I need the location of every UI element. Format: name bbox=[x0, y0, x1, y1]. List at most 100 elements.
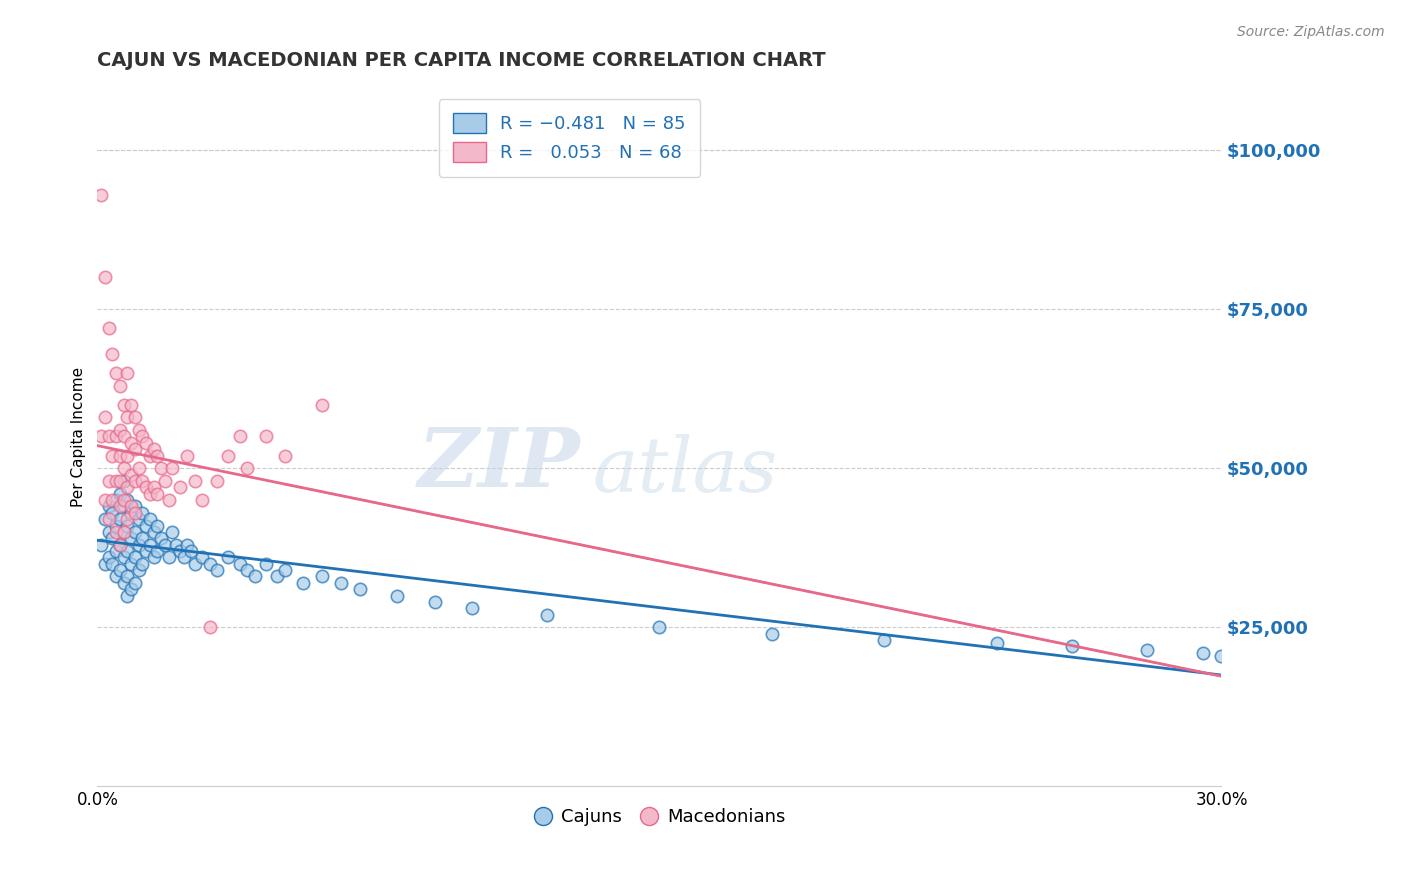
Point bbox=[198, 557, 221, 571]
Point bbox=[108, 538, 131, 552]
Point bbox=[191, 493, 214, 508]
Point bbox=[90, 538, 112, 552]
Point bbox=[176, 449, 198, 463]
Point bbox=[385, 589, 408, 603]
Point bbox=[135, 435, 157, 450]
Point bbox=[198, 620, 221, 634]
Text: Source: ZipAtlas.com: Source: ZipAtlas.com bbox=[1237, 25, 1385, 39]
Point bbox=[105, 569, 128, 583]
Point bbox=[131, 506, 153, 520]
Point bbox=[184, 557, 207, 571]
Point bbox=[117, 480, 139, 494]
Point bbox=[97, 550, 120, 565]
Point bbox=[1135, 642, 1157, 657]
Point bbox=[101, 493, 124, 508]
Point bbox=[120, 557, 142, 571]
Point bbox=[165, 538, 187, 552]
Point bbox=[761, 626, 783, 640]
Point bbox=[120, 398, 142, 412]
Point bbox=[191, 550, 214, 565]
Point bbox=[117, 569, 139, 583]
Point bbox=[135, 480, 157, 494]
Point bbox=[124, 474, 146, 488]
Point bbox=[536, 607, 558, 622]
Point bbox=[131, 531, 153, 545]
Point bbox=[1211, 648, 1233, 663]
Point bbox=[266, 569, 288, 583]
Point bbox=[128, 423, 150, 437]
Point bbox=[97, 512, 120, 526]
Point bbox=[150, 531, 173, 545]
Point bbox=[180, 544, 202, 558]
Point bbox=[94, 270, 117, 285]
Point bbox=[139, 512, 162, 526]
Point bbox=[97, 321, 120, 335]
Point bbox=[97, 474, 120, 488]
Point bbox=[105, 366, 128, 380]
Point bbox=[146, 544, 169, 558]
Point bbox=[105, 429, 128, 443]
Point bbox=[120, 531, 142, 545]
Point bbox=[162, 524, 184, 539]
Point bbox=[128, 461, 150, 475]
Point bbox=[648, 620, 671, 634]
Point bbox=[108, 449, 131, 463]
Point bbox=[157, 493, 180, 508]
Legend: Cajuns, Macedonians: Cajuns, Macedonians bbox=[526, 801, 793, 833]
Point bbox=[139, 538, 162, 552]
Point bbox=[169, 480, 191, 494]
Point bbox=[112, 398, 135, 412]
Point bbox=[254, 429, 277, 443]
Point bbox=[273, 449, 295, 463]
Point bbox=[139, 449, 162, 463]
Point bbox=[101, 347, 124, 361]
Point bbox=[423, 595, 446, 609]
Point bbox=[120, 582, 142, 597]
Point bbox=[142, 550, 165, 565]
Point bbox=[117, 518, 139, 533]
Point bbox=[117, 493, 139, 508]
Point bbox=[94, 410, 117, 425]
Point bbox=[117, 366, 139, 380]
Point bbox=[124, 442, 146, 457]
Point bbox=[108, 538, 131, 552]
Point bbox=[157, 550, 180, 565]
Point bbox=[229, 557, 252, 571]
Point bbox=[292, 575, 315, 590]
Point bbox=[112, 500, 135, 514]
Point bbox=[273, 563, 295, 577]
Point bbox=[108, 487, 131, 501]
Point bbox=[112, 550, 135, 565]
Point bbox=[236, 461, 259, 475]
Point bbox=[150, 461, 173, 475]
Point bbox=[218, 550, 240, 565]
Point bbox=[108, 500, 131, 514]
Point bbox=[112, 474, 135, 488]
Point bbox=[218, 449, 240, 463]
Point bbox=[135, 544, 157, 558]
Point bbox=[173, 550, 195, 565]
Point bbox=[311, 398, 333, 412]
Point bbox=[146, 518, 169, 533]
Point bbox=[131, 474, 153, 488]
Text: atlas: atlas bbox=[592, 434, 778, 508]
Point bbox=[311, 569, 333, 583]
Point bbox=[97, 500, 120, 514]
Point bbox=[108, 474, 131, 488]
Point bbox=[120, 506, 142, 520]
Point bbox=[329, 575, 352, 590]
Point bbox=[94, 512, 117, 526]
Point bbox=[986, 636, 1008, 650]
Point bbox=[124, 506, 146, 520]
Point bbox=[117, 410, 139, 425]
Point bbox=[97, 429, 120, 443]
Point bbox=[105, 474, 128, 488]
Point bbox=[135, 518, 157, 533]
Point bbox=[90, 187, 112, 202]
Point bbox=[254, 557, 277, 571]
Point bbox=[243, 569, 266, 583]
Point bbox=[117, 544, 139, 558]
Point bbox=[153, 538, 176, 552]
Point bbox=[112, 575, 135, 590]
Point bbox=[124, 500, 146, 514]
